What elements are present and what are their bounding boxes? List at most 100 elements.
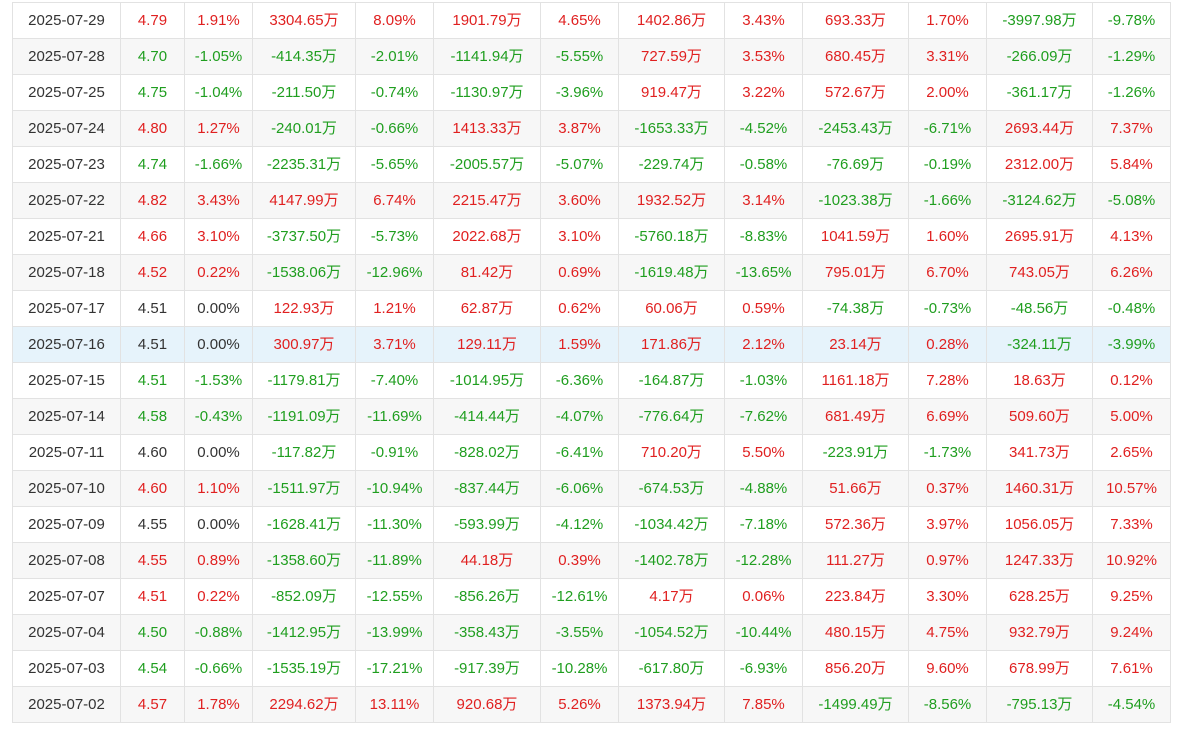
small-net-cell: 1247.33万 — [986, 542, 1093, 579]
large-pct-cell: -12.28% — [724, 542, 803, 579]
super-large-net-cell: 81.42万 — [433, 254, 541, 291]
close-price-cell: 4.51 — [120, 578, 185, 615]
small-pct-cell: 7.33% — [1092, 506, 1171, 543]
medium-net-cell: 856.20万 — [802, 650, 909, 687]
large-net-cell: -617.80万 — [618, 650, 725, 687]
change-pct-cell: -1.53% — [184, 362, 253, 399]
main-net-pct-cell: -5.65% — [355, 146, 434, 183]
super-large-net-cell: -856.26万 — [433, 578, 541, 615]
medium-net-cell: 51.66万 — [802, 470, 909, 507]
large-net-cell: -1619.48万 — [618, 254, 725, 291]
large-net-cell: -229.74万 — [618, 146, 725, 183]
super-large-pct-cell: 3.60% — [540, 182, 619, 219]
close-price-cell: 4.50 — [120, 614, 185, 651]
small-pct-cell: 10.57% — [1092, 470, 1171, 507]
medium-pct-cell: -6.71% — [908, 110, 987, 147]
table-row: 2025-07-22 4.82 3.43% 4147.99万 6.74% 2215.47万… — [12, 182, 1171, 219]
main-net-pct-cell: -0.66% — [355, 110, 434, 147]
table-row: 2025-07-02 4.57 1.78% 2294.62万 13.11% 920.68万… — [12, 686, 1171, 723]
medium-net-cell: 1041.59万 — [802, 218, 909, 255]
super-large-net-cell: -1141.94万 — [433, 38, 541, 75]
small-pct-cell: -1.29% — [1092, 38, 1171, 75]
change-pct-cell: -1.04% — [184, 74, 253, 111]
large-net-cell: 60.06万 — [618, 290, 725, 327]
close-price-cell: 4.60 — [120, 470, 185, 507]
super-large-pct-cell: 3.10% — [540, 218, 619, 255]
medium-pct-cell: 0.37% — [908, 470, 987, 507]
table-row: 2025-07-04 4.50 -0.88% -1412.95万 -13.99% -358… — [12, 614, 1171, 651]
small-net-cell: -48.56万 — [986, 290, 1093, 327]
large-pct-cell: -4.52% — [724, 110, 803, 147]
close-price-cell: 4.66 — [120, 218, 185, 255]
medium-net-cell: 680.45万 — [802, 38, 909, 75]
date-cell: 2025-07-11 — [12, 434, 121, 471]
medium-pct-cell: 0.28% — [908, 326, 987, 363]
close-price-cell: 4.51 — [120, 326, 185, 363]
small-net-cell: 1460.31万 — [986, 470, 1093, 507]
small-pct-cell: -3.99% — [1092, 326, 1171, 363]
main-net-inflow-cell: -211.50万 — [252, 74, 356, 111]
table-row: 2025-07-17 4.51 0.00% 122.93万 1.21% 62.87万 0.6… — [12, 290, 1171, 327]
main-net-inflow-cell: -1191.09万 — [252, 398, 356, 435]
main-net-pct-cell: -0.91% — [355, 434, 434, 471]
medium-net-cell: 681.49万 — [802, 398, 909, 435]
super-large-pct-cell: 0.69% — [540, 254, 619, 291]
change-pct-cell: 1.78% — [184, 686, 253, 723]
small-pct-cell: 10.92% — [1092, 542, 1171, 579]
medium-pct-cell: -1.66% — [908, 182, 987, 219]
change-pct-cell: -0.43% — [184, 398, 253, 435]
large-pct-cell: 3.14% — [724, 182, 803, 219]
date-cell: 2025-07-07 — [12, 578, 121, 615]
main-net-pct-cell: -11.89% — [355, 542, 434, 579]
table-row: 2025-07-07 4.51 0.22% -852.09万 -12.55% -856.2… — [12, 578, 1171, 615]
medium-net-cell: 795.01万 — [802, 254, 909, 291]
main-net-pct-cell: -11.69% — [355, 398, 434, 435]
medium-net-cell: 1161.18万 — [802, 362, 909, 399]
super-large-pct-cell: -10.28% — [540, 650, 619, 687]
small-net-cell: 743.05万 — [986, 254, 1093, 291]
small-pct-cell: 5.84% — [1092, 146, 1171, 183]
small-net-cell: -266.09万 — [986, 38, 1093, 75]
large-net-cell: -1054.52万 — [618, 614, 725, 651]
small-net-cell: -3997.98万 — [986, 2, 1093, 39]
small-net-cell: 1056.05万 — [986, 506, 1093, 543]
small-pct-cell: 2.65% — [1092, 434, 1171, 471]
large-net-cell: 4.17万 — [618, 578, 725, 615]
medium-pct-cell: 0.97% — [908, 542, 987, 579]
super-large-pct-cell: -12.61% — [540, 578, 619, 615]
super-large-net-cell: -2005.57万 — [433, 146, 541, 183]
close-price-cell: 4.57 — [120, 686, 185, 723]
small-pct-cell: -9.78% — [1092, 2, 1171, 39]
super-large-net-cell: -414.44万 — [433, 398, 541, 435]
close-price-cell: 4.74 — [120, 146, 185, 183]
small-pct-cell: -4.54% — [1092, 686, 1171, 723]
table-row: 2025-07-29 4.79 1.91% 3304.65万 8.09% 1901.79万… — [12, 2, 1171, 39]
table-row: 2025-07-10 4.60 1.10% -1511.97万 -10.94% -837.… — [12, 470, 1171, 507]
table-row: 2025-07-21 4.66 3.10% -3737.50万 -5.73% 2022.6… — [12, 218, 1171, 255]
main-net-pct-cell: 6.74% — [355, 182, 434, 219]
super-large-pct-cell: -6.36% — [540, 362, 619, 399]
medium-pct-cell: 7.28% — [908, 362, 987, 399]
small-pct-cell: 7.61% — [1092, 650, 1171, 687]
medium-pct-cell: 1.70% — [908, 2, 987, 39]
super-large-net-cell: 1413.33万 — [433, 110, 541, 147]
change-pct-cell: -0.88% — [184, 614, 253, 651]
medium-pct-cell: 6.69% — [908, 398, 987, 435]
small-pct-cell: 7.37% — [1092, 110, 1171, 147]
small-net-cell: 628.25万 — [986, 578, 1093, 615]
close-price-cell: 4.82 — [120, 182, 185, 219]
super-large-net-cell: -917.39万 — [433, 650, 541, 687]
medium-pct-cell: -0.19% — [908, 146, 987, 183]
large-pct-cell: 0.59% — [724, 290, 803, 327]
small-net-cell: -795.13万 — [986, 686, 1093, 723]
small-net-cell: 2695.91万 — [986, 218, 1093, 255]
table-body: 2025-07-29 4.79 1.91% 3304.65万 8.09% 1901.79万… — [12, 2, 1171, 723]
table-row: 2025-07-16 4.51 0.00% 300.97万 3.71% 129.11万 1.… — [12, 326, 1171, 363]
close-price-cell: 4.60 — [120, 434, 185, 471]
change-pct-cell: 0.00% — [184, 290, 253, 327]
large-net-cell: 1402.86万 — [618, 2, 725, 39]
super-large-pct-cell: 5.26% — [540, 686, 619, 723]
large-pct-cell: -7.18% — [724, 506, 803, 543]
super-large-pct-cell: -4.12% — [540, 506, 619, 543]
